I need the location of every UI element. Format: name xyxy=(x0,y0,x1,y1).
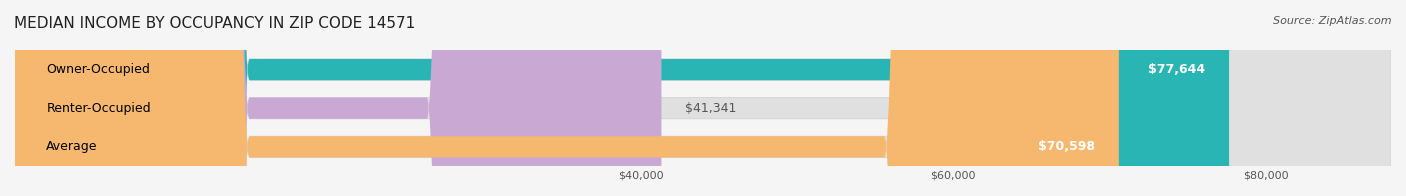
Text: $70,598: $70,598 xyxy=(1039,140,1095,153)
Text: $77,644: $77,644 xyxy=(1149,63,1205,76)
Text: Source: ZipAtlas.com: Source: ZipAtlas.com xyxy=(1274,16,1392,26)
FancyBboxPatch shape xyxy=(15,0,661,196)
Text: MEDIAN INCOME BY OCCUPANCY IN ZIP CODE 14571: MEDIAN INCOME BY OCCUPANCY IN ZIP CODE 1… xyxy=(14,16,415,31)
FancyBboxPatch shape xyxy=(15,0,1391,196)
FancyBboxPatch shape xyxy=(15,0,1391,196)
FancyBboxPatch shape xyxy=(15,0,1391,196)
Text: Owner-Occupied: Owner-Occupied xyxy=(46,63,150,76)
Text: Renter-Occupied: Renter-Occupied xyxy=(46,102,150,115)
Text: Average: Average xyxy=(46,140,98,153)
Text: $41,341: $41,341 xyxy=(685,102,737,115)
FancyBboxPatch shape xyxy=(15,0,1229,196)
FancyBboxPatch shape xyxy=(15,0,1119,196)
